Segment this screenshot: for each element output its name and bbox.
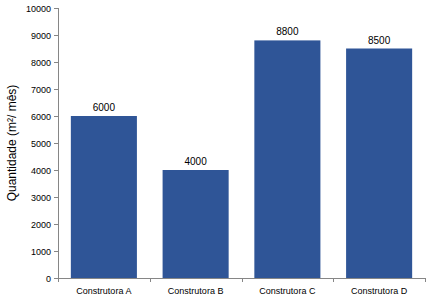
y-tick-label: 8000 <box>31 58 51 68</box>
x-tick <box>333 278 334 282</box>
y-tick-label: 5000 <box>31 139 51 149</box>
x-tick <box>242 278 243 282</box>
y-tick <box>54 197 58 198</box>
y-axis <box>58 8 59 278</box>
bar <box>71 116 137 278</box>
y-axis-label: Quantidade (m²/ mês) <box>5 85 19 202</box>
data-label: 8500 <box>368 35 391 46</box>
x-tick <box>150 278 151 282</box>
chart-svg: 0 1000 2000 3000 4000 5000 6000 7000 8000 9000 100… <box>0 0 435 307</box>
y-tick-label: 9000 <box>31 31 51 41</box>
x-tick-label: Construtora A <box>76 286 131 296</box>
y-tick-label: 4000 <box>31 166 51 176</box>
bar <box>346 49 412 279</box>
data-label: 8800 <box>276 26 299 37</box>
bar <box>163 170 229 278</box>
bars <box>71 40 412 278</box>
chart-container: 0 1000 2000 3000 4000 5000 6000 7000 8000 9000 100… <box>0 0 435 307</box>
y-tick-label: 6000 <box>31 112 51 122</box>
y-tick-label: 0 <box>46 274 51 284</box>
x-tick-label: Construtora D <box>351 286 408 296</box>
y-tick <box>54 170 58 171</box>
bar <box>254 40 320 278</box>
y-tick-label: 1000 <box>31 247 51 257</box>
y-tick <box>54 8 58 9</box>
y-tick-label: 3000 <box>31 193 51 203</box>
x-tick-label: Construtora B <box>168 286 224 296</box>
y-tick <box>54 116 58 117</box>
y-tick <box>54 224 58 225</box>
x-tick <box>425 278 426 282</box>
y-tick-label: 2000 <box>31 220 51 230</box>
y-tick <box>54 35 58 36</box>
y-tick-label: 7000 <box>31 85 51 95</box>
y-tick <box>54 62 58 63</box>
x-axis <box>58 278 425 279</box>
y-tick <box>54 89 58 90</box>
x-tick <box>58 278 59 282</box>
x-tick-label: Construtora C <box>259 286 316 296</box>
y-tick <box>54 278 58 279</box>
y-tick <box>54 251 58 252</box>
y-tick <box>54 143 58 144</box>
y-tick-label: 10000 <box>26 4 51 14</box>
data-label: 4000 <box>185 156 208 167</box>
data-label: 6000 <box>93 102 116 113</box>
